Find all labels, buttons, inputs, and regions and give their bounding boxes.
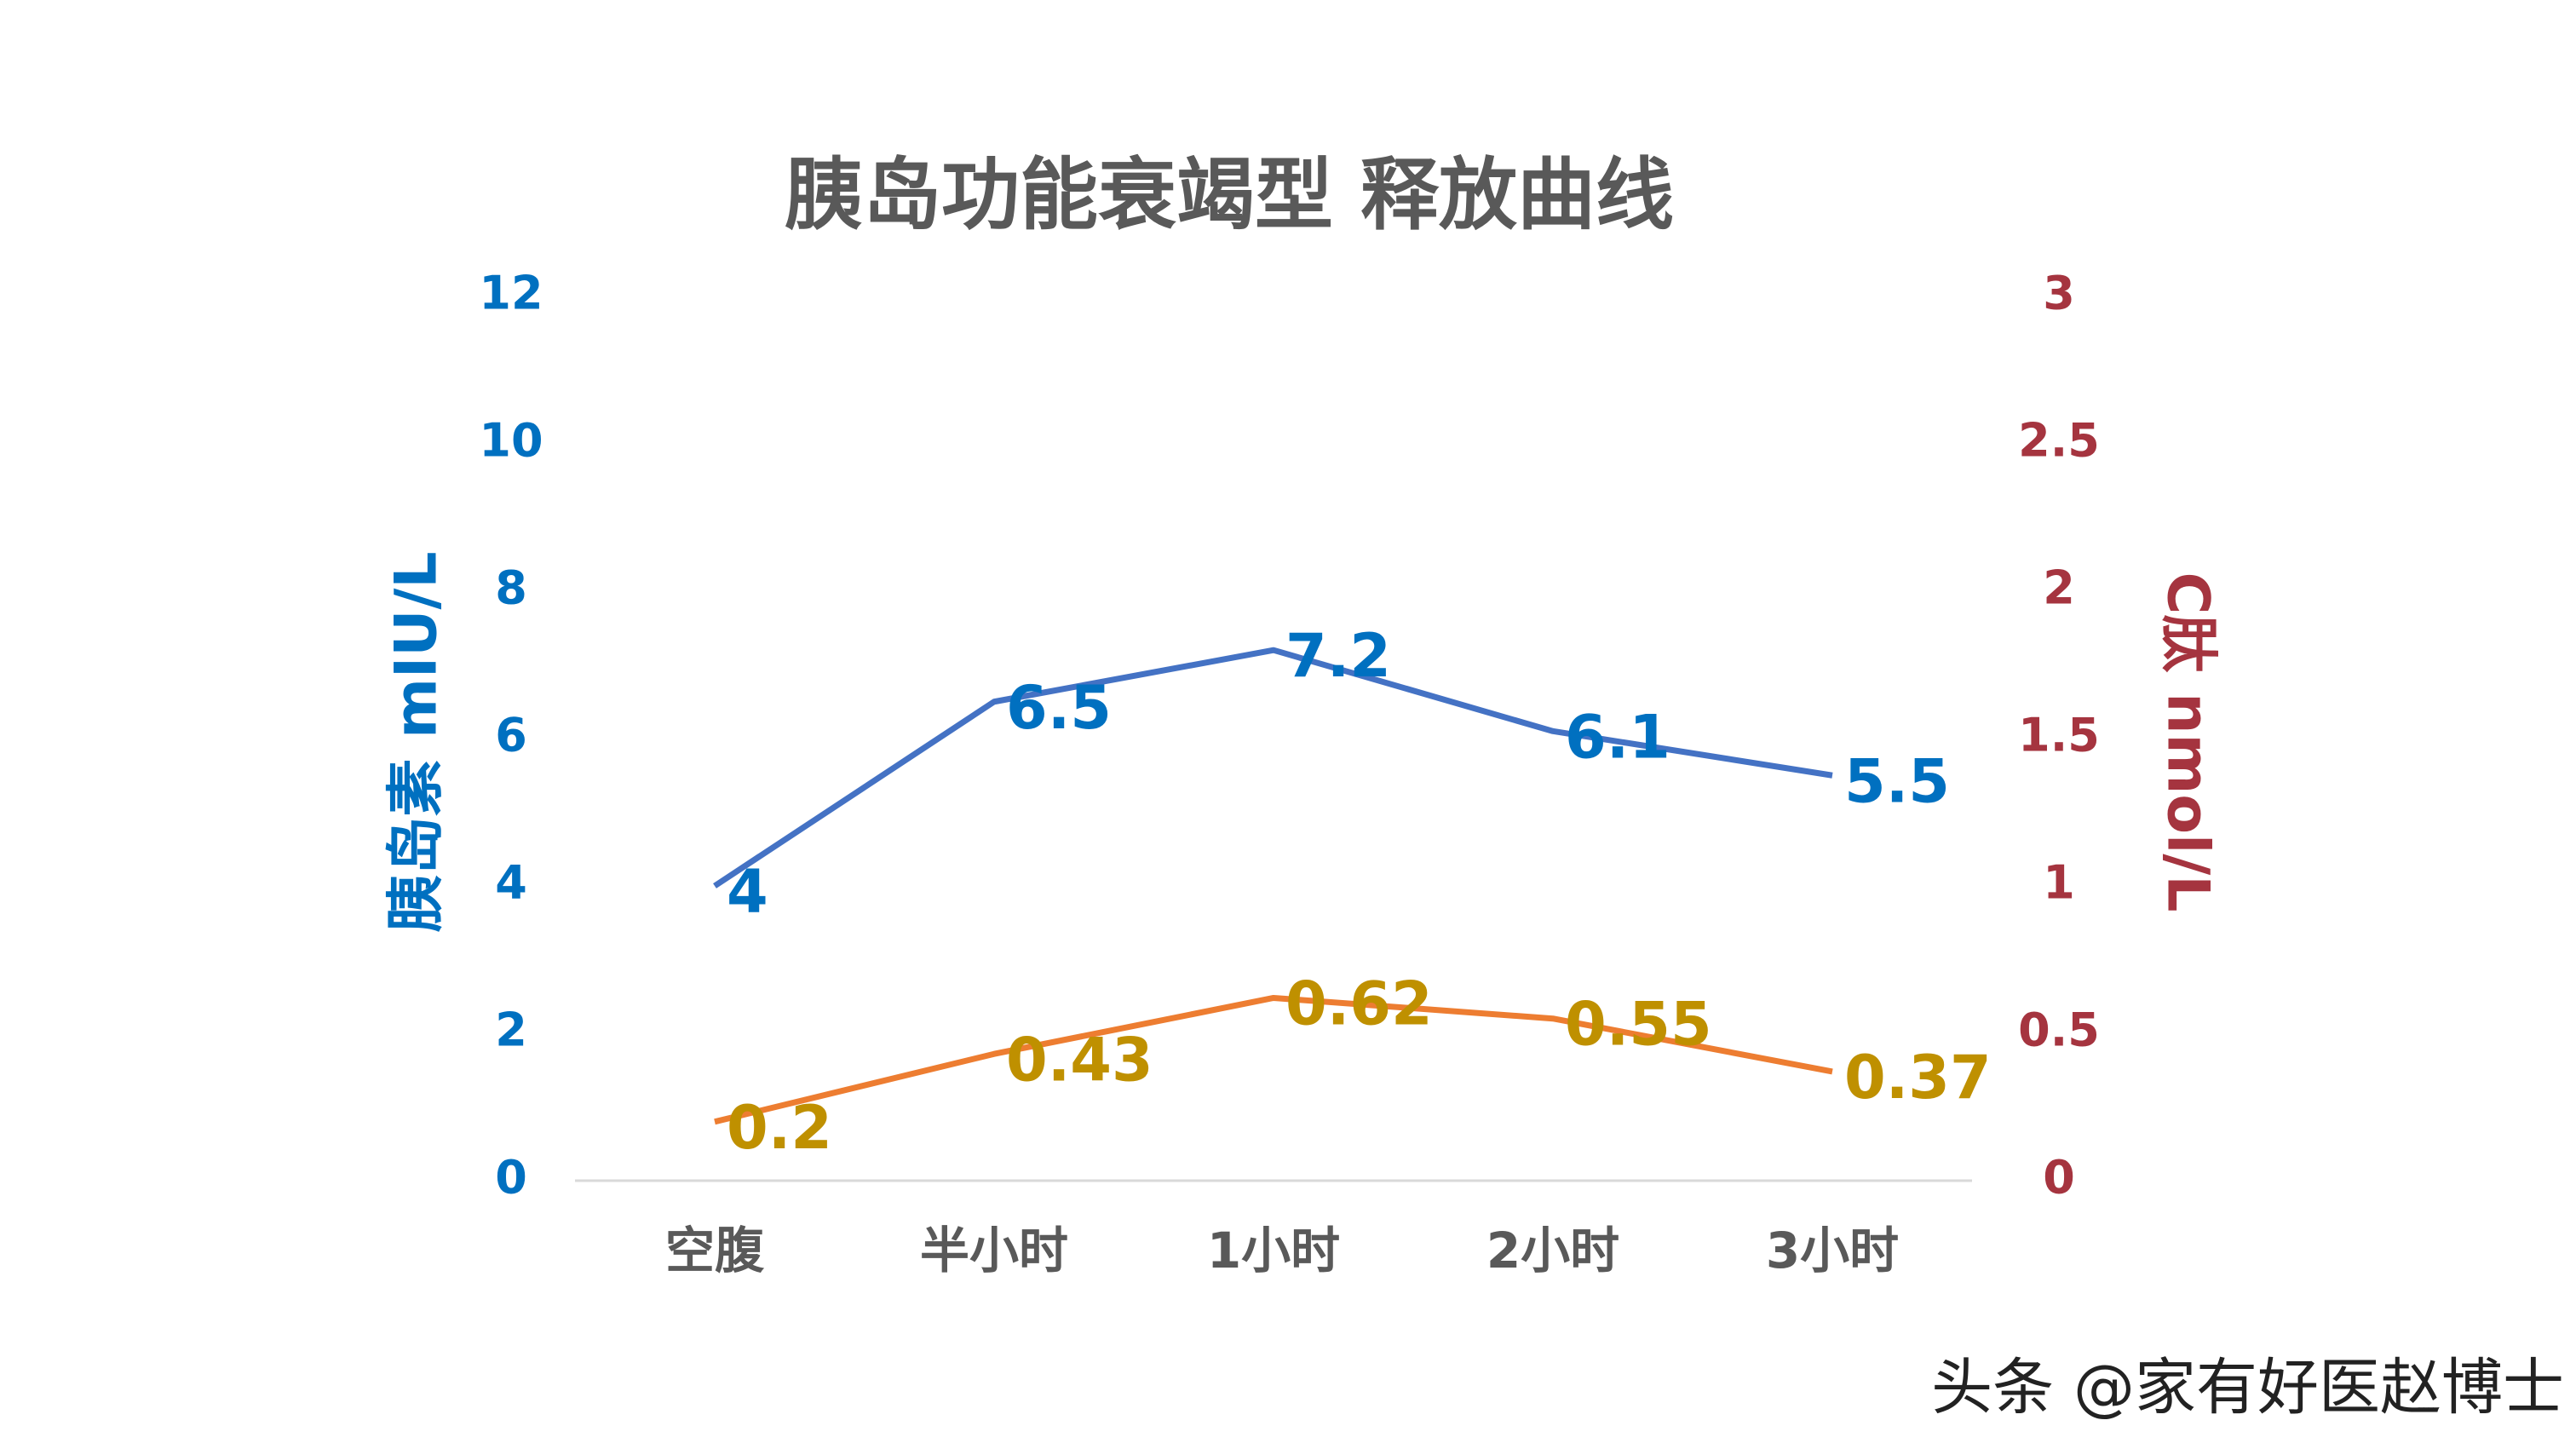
x-tick-label: 3小时	[1766, 1222, 1899, 1279]
x-tick-label: 2小时	[1486, 1222, 1619, 1279]
y-axis-title: 胰岛素 mIU/L	[383, 551, 451, 932]
y-tick-label: 8	[495, 561, 527, 615]
chart-title: 胰岛功能衰竭型 释放曲线	[785, 149, 1674, 240]
series-line	[714, 994, 1833, 1125]
y-tick-label: 0	[495, 1151, 527, 1205]
x-tick-label: 1小时	[1207, 1222, 1340, 1279]
data-label: 4	[727, 857, 768, 927]
data-label: 7.2	[1285, 621, 1391, 691]
y2-tick-label: 1	[2043, 856, 2075, 910]
y-tick-label: 4	[495, 856, 527, 910]
y2-tick-label: 0	[2043, 1151, 2075, 1205]
y2-axis-title: C肽 nmol/L	[2153, 572, 2221, 911]
data-label: 0.2	[727, 1093, 832, 1163]
data-label: 5.5	[1844, 746, 1950, 816]
data-label: 0.37	[1844, 1043, 1992, 1113]
data-label: 0.43	[1006, 1025, 1153, 1095]
x-tick-label: 半小时	[920, 1222, 1068, 1279]
y-tick-label: 2	[495, 1003, 527, 1057]
data-label: 6.1	[1565, 702, 1670, 772]
data-label: 0.62	[1285, 969, 1433, 1039]
watermark: 头条 @家有好医赵博士	[1931, 1352, 2564, 1423]
y-tick-label: 10	[479, 414, 543, 468]
y2-tick-label: 2	[2043, 561, 2075, 615]
y2-tick-label: 0.5	[2018, 1003, 2100, 1057]
data-label: 6.5	[1006, 673, 1112, 743]
series-line	[713, 647, 1833, 888]
y-tick-label: 6	[495, 709, 527, 762]
y2-tick-label: 1.5	[2018, 709, 2100, 762]
y2-tick-label: 2.5	[2018, 414, 2100, 468]
data-label: 0.55	[1565, 990, 1712, 1060]
y-tick-label: 12	[479, 267, 543, 320]
x-tick-label: 空腹	[665, 1222, 765, 1279]
y2-tick-label: 3	[2043, 267, 2075, 320]
